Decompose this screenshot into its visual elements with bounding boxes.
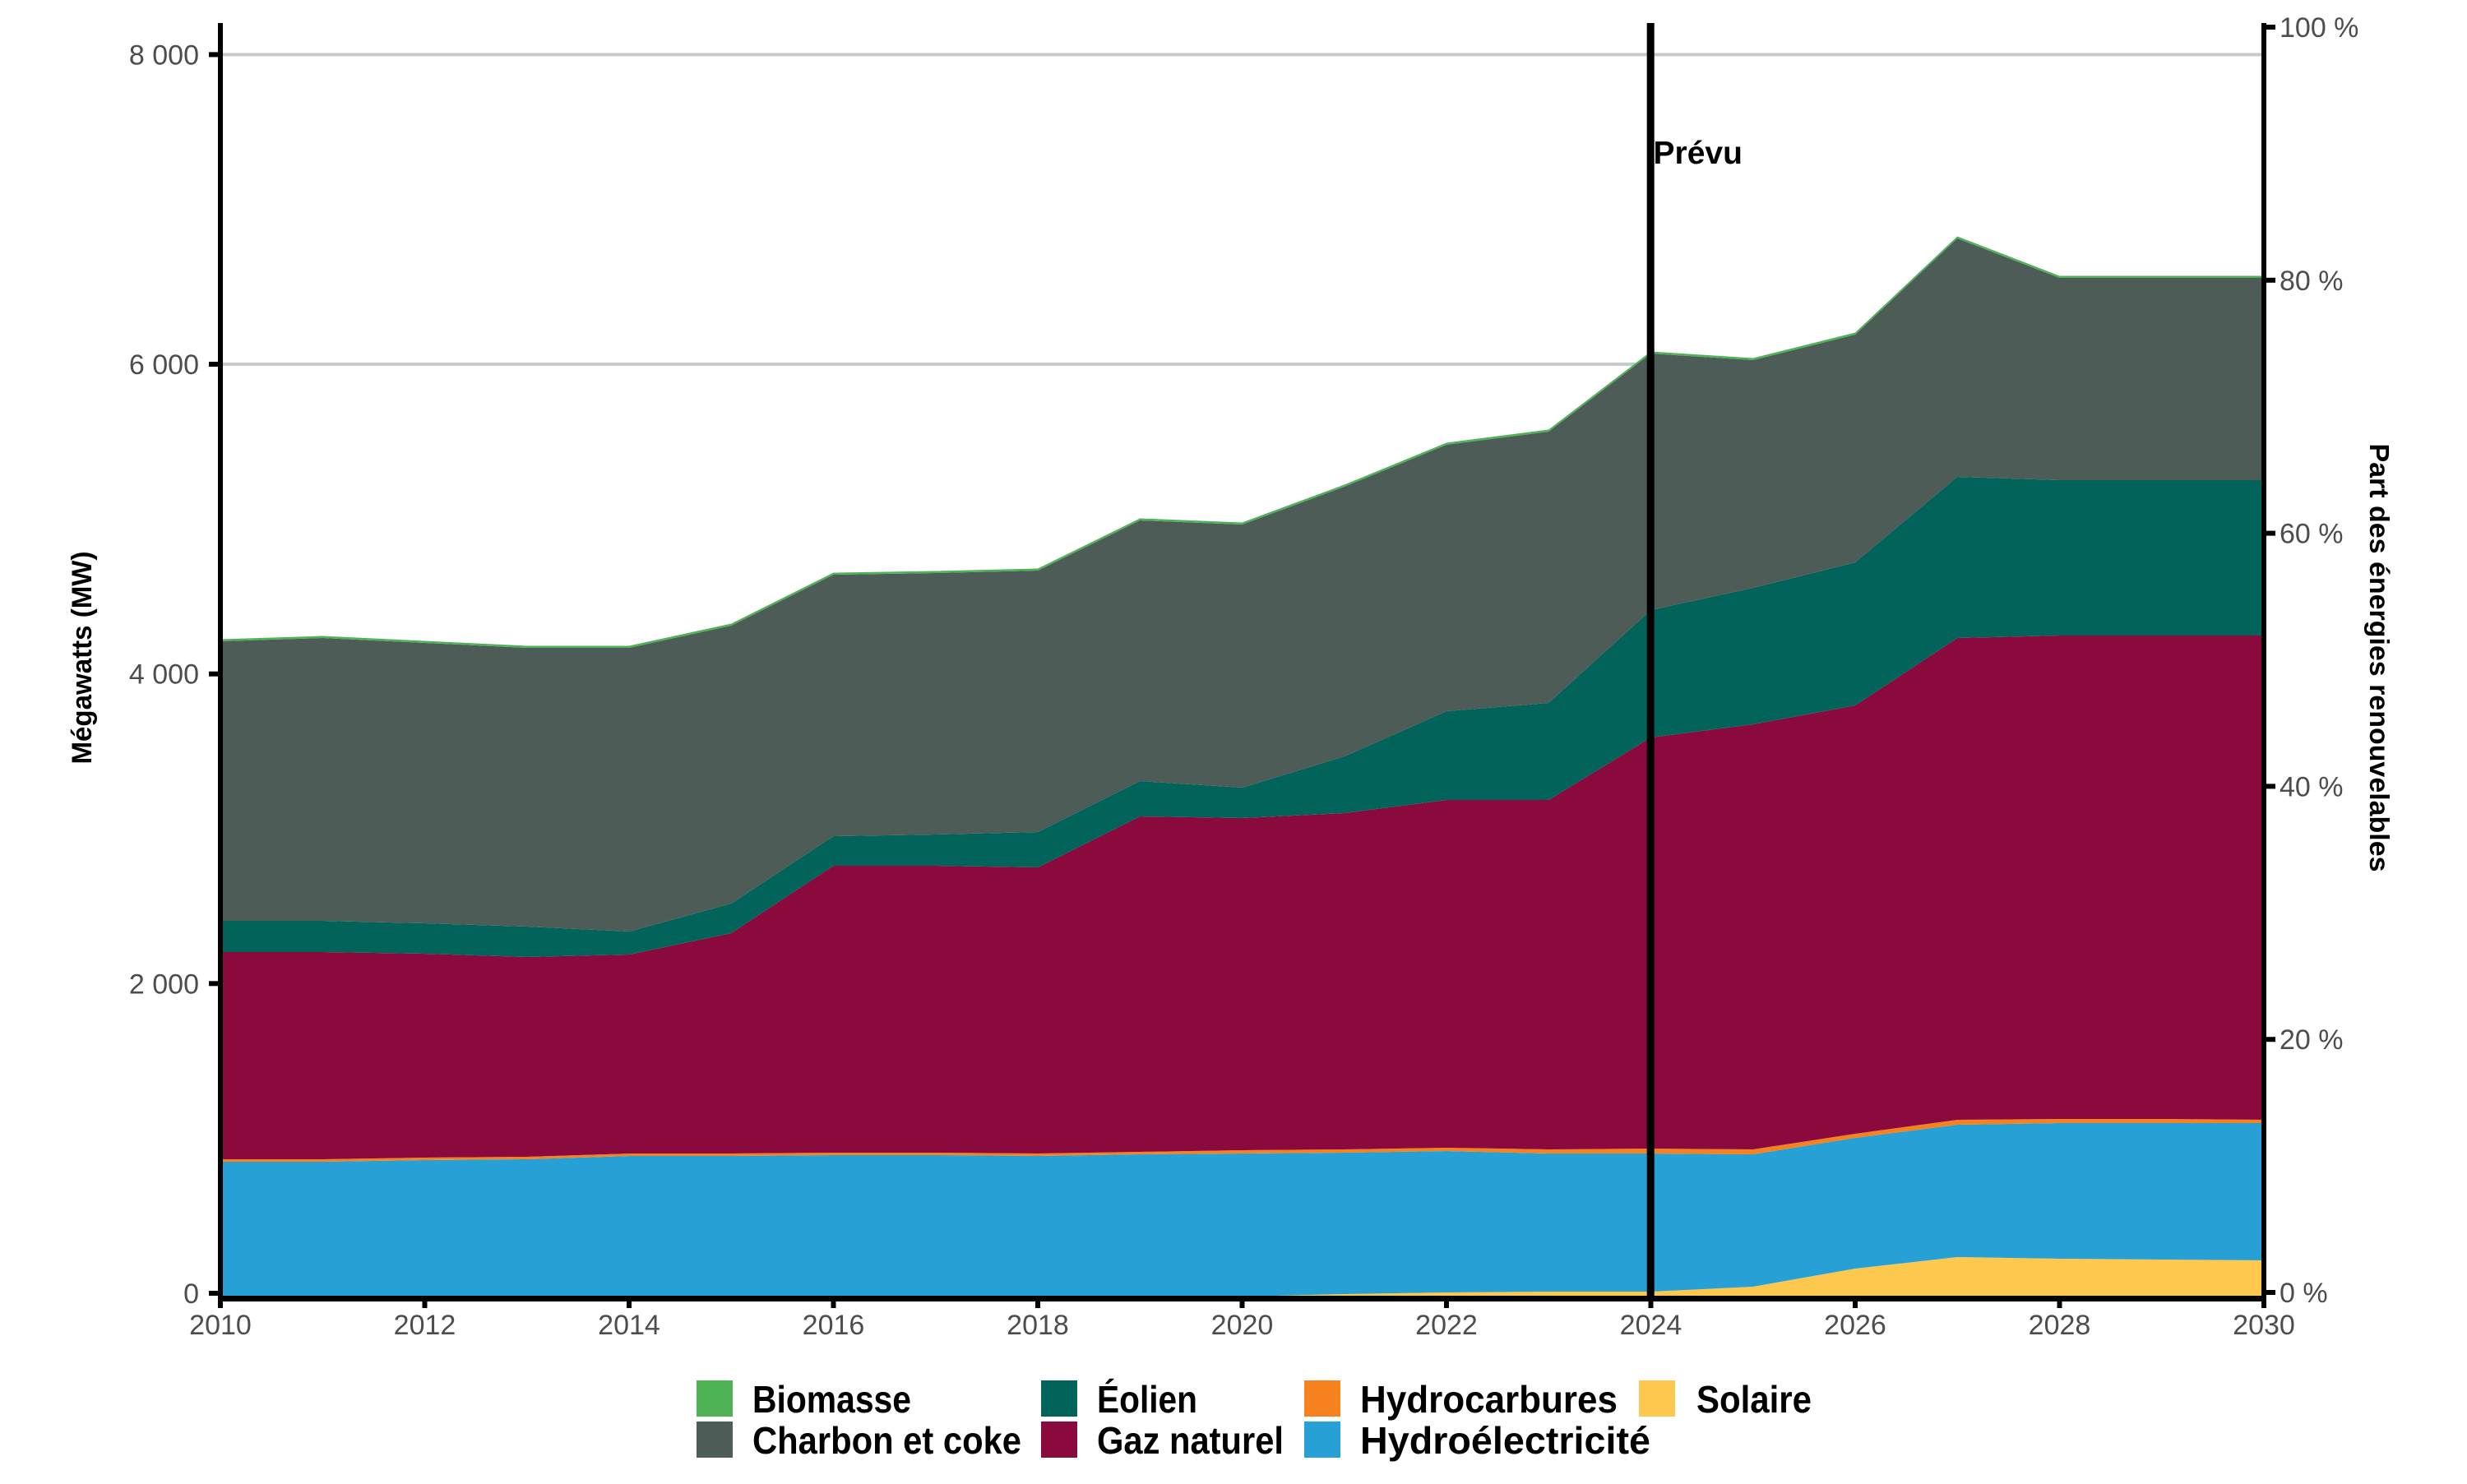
svg-text:2026: 2026 [1824, 1310, 1886, 1341]
svg-text:2012: 2012 [394, 1310, 456, 1341]
svg-text:Éolien: Éolien [1097, 1378, 1197, 1421]
svg-text:6 000: 6 000 [129, 349, 199, 381]
svg-text:2018: 2018 [1007, 1310, 1069, 1341]
svg-text:Gaz naturel: Gaz naturel [1097, 1419, 1284, 1462]
svg-text:8 000: 8 000 [129, 39, 199, 71]
svg-text:2024: 2024 [1620, 1310, 1682, 1341]
svg-text:2020: 2020 [1211, 1310, 1274, 1341]
svg-text:Part des énergies renouvelable: Part des énergies renouvelables [2364, 444, 2395, 872]
svg-text:Solaire: Solaire [1696, 1378, 1812, 1421]
svg-text:Hydrocarbures: Hydrocarbures [1360, 1378, 1618, 1421]
svg-text:2030: 2030 [2233, 1310, 2295, 1341]
svg-text:Hydroélectricité: Hydroélectricité [1360, 1419, 1650, 1462]
svg-text:2028: 2028 [2029, 1310, 2091, 1341]
svg-text:0 %: 0 % [2280, 1278, 2328, 1309]
svg-text:60 %: 60 % [2280, 519, 2344, 550]
svg-text:2 000: 2 000 [129, 969, 199, 1000]
svg-text:2010: 2010 [189, 1310, 252, 1341]
svg-text:2022: 2022 [1415, 1310, 1478, 1341]
svg-text:2014: 2014 [598, 1310, 660, 1341]
svg-text:Charbon et coke: Charbon et coke [752, 1419, 1021, 1462]
svg-text:2016: 2016 [803, 1310, 865, 1341]
svg-text:Prévu: Prévu [1654, 136, 1743, 171]
svg-text:Biomasse: Biomasse [752, 1378, 911, 1421]
svg-text:80 %: 80 % [2280, 266, 2344, 297]
svg-text:40 %: 40 % [2280, 771, 2344, 802]
svg-text:4 000: 4 000 [129, 659, 199, 691]
svg-text:20 %: 20 % [2280, 1024, 2344, 1056]
svg-text:100 %: 100 % [2280, 12, 2358, 44]
svg-text:0: 0 [183, 1278, 199, 1310]
svg-text:Mégawatts (MW): Mégawatts (MW) [67, 552, 98, 765]
